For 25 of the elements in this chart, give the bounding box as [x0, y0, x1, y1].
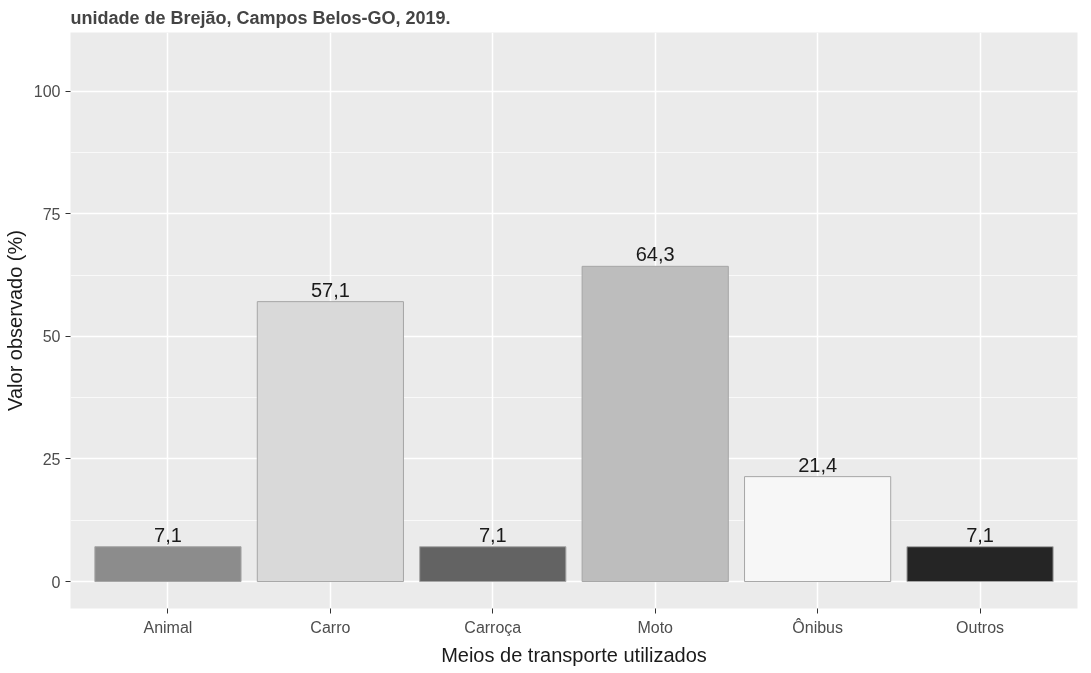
y-tick-label: 100 [33, 83, 61, 101]
data-label: 21,4 [798, 453, 838, 476]
bar [581, 265, 729, 583]
data-label: 7,1 [478, 523, 507, 546]
chart-title: unidade de Brejão, Campos Belos-GO, 2019. [70, 7, 451, 28]
data-label: 7,1 [154, 523, 182, 546]
y-tick-label: 0 [51, 573, 61, 591]
x-tick-label: Moto [637, 618, 674, 636]
bar [419, 546, 567, 583]
y-tick-label: 25 [42, 450, 61, 468]
x-tick-label: Animal [143, 618, 193, 636]
data-label: 57,1 [310, 278, 350, 301]
y-tick-label: 75 [42, 205, 61, 223]
data-label: 7,1 [966, 523, 994, 546]
x-tick-label: Outros [956, 618, 1005, 636]
y-tick-label: 50 [42, 328, 61, 346]
x-tick-label: Carroça [464, 618, 522, 636]
y-axis-title: Valor observado (%) [3, 230, 26, 411]
x-axis-title: Meios de transporte utilizados [441, 643, 707, 666]
bar [906, 546, 1054, 583]
data-label: 64,3 [635, 243, 675, 266]
x-tick-label: Carro [310, 618, 351, 636]
bar [94, 546, 242, 583]
bar [256, 301, 404, 583]
x-tick-label: Ônibus [792, 617, 843, 636]
